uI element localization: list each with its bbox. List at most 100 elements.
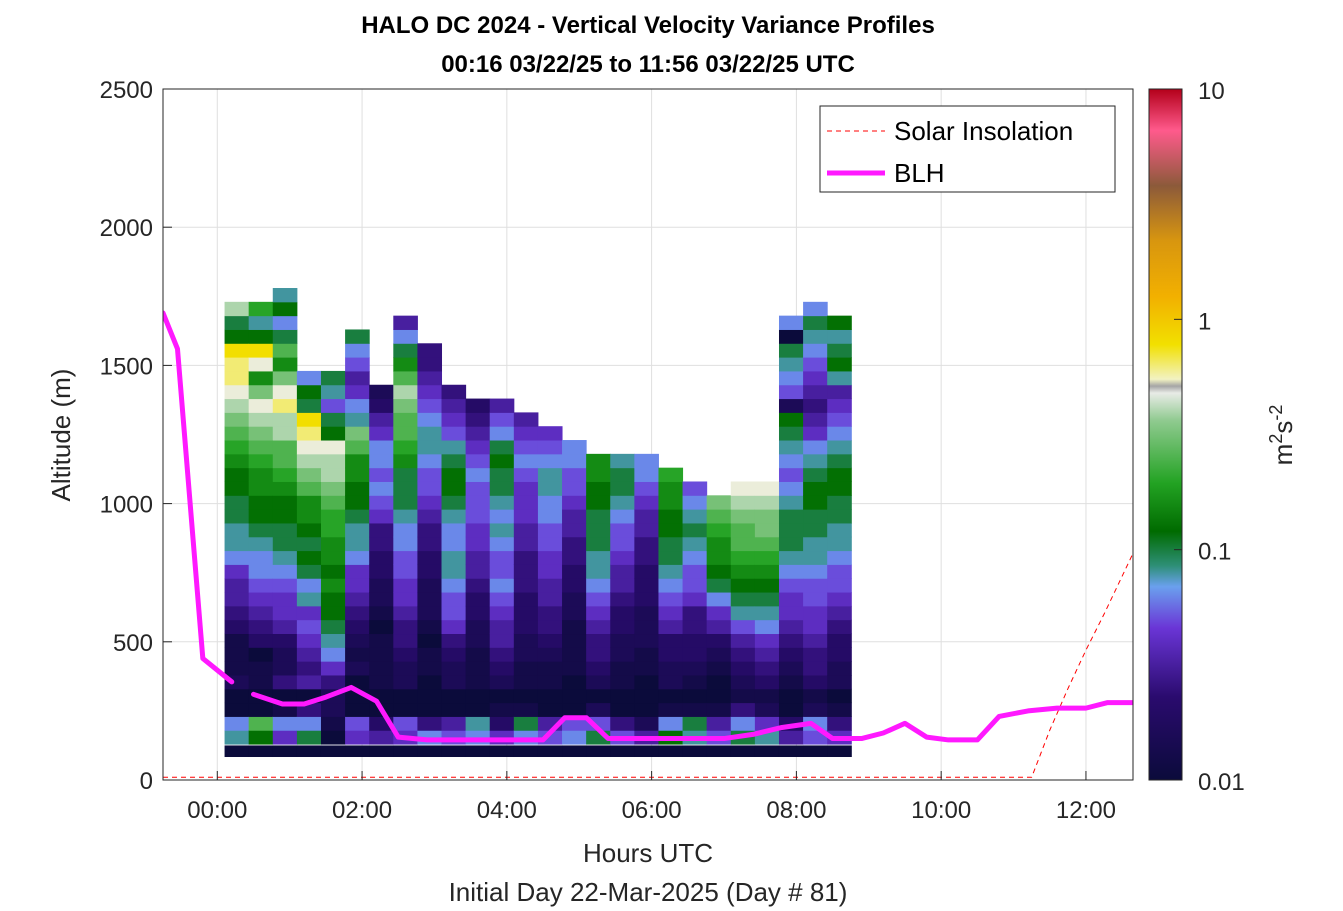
- heatmap-cell: [248, 564, 274, 579]
- heatmap-cell: [803, 605, 828, 621]
- heatmap-cell: [803, 647, 828, 662]
- heatmap-cell: [513, 467, 539, 482]
- heatmap-cell: [513, 564, 539, 579]
- heatmap-cell: [827, 467, 852, 482]
- heatmap-cell: [827, 647, 852, 662]
- x-tick-label: 12:00: [1056, 797, 1116, 824]
- heatmap-cell: [513, 509, 539, 524]
- heatmap-cell: [320, 522, 346, 538]
- heatmap-cell: [417, 661, 443, 676]
- heatmap-cell: [369, 578, 394, 593]
- heatmap-cell: [827, 315, 852, 330]
- heatmap-cell: [610, 495, 635, 510]
- heatmap-cell: [369, 674, 394, 690]
- heatmap-cell: [393, 716, 418, 731]
- heatmap-cell: [393, 633, 418, 648]
- heatmap-cell: [754, 481, 780, 496]
- heatmap-cell: [562, 661, 587, 676]
- heatmap-cell: [754, 661, 780, 676]
- heatmap-cell: [465, 661, 491, 676]
- heatmap-cell: [827, 633, 852, 648]
- heatmap-cell: [586, 509, 611, 524]
- heatmap-cell: [778, 661, 804, 676]
- heatmap-cell: [320, 633, 346, 648]
- heatmap-cell: [803, 343, 828, 358]
- heatmap-cell: [610, 605, 635, 621]
- heatmap-cell: [634, 536, 659, 552]
- heatmap-cell: [513, 578, 539, 593]
- heatmap-cell: [682, 619, 708, 635]
- heatmap-cell: [345, 745, 370, 758]
- heatmap-cell: [248, 384, 274, 400]
- heatmap-cell: [248, 329, 274, 344]
- heatmap-cell: [682, 509, 708, 524]
- heatmap-cell: [272, 357, 298, 372]
- heatmap-cell: [441, 467, 467, 482]
- heatmap-cell: [224, 481, 250, 496]
- heatmap-cell: [562, 688, 587, 704]
- heatmap-cell: [393, 495, 418, 510]
- colorbar-ticks: 0.01 0.1 1 10: [1174, 78, 1245, 796]
- heatmap-cell: [441, 745, 467, 758]
- heatmap-cell: [345, 716, 370, 731]
- heatmap-cell: [417, 578, 443, 593]
- heatmap-cell: [417, 398, 443, 413]
- heatmap-cell: [369, 426, 394, 441]
- heatmap-cell: [489, 440, 515, 455]
- heatmap-cell: [296, 453, 322, 469]
- heatmap-cell: [682, 522, 708, 538]
- x-tick-label: 06:00: [622, 797, 682, 824]
- heatmap-cell: [513, 495, 539, 510]
- heatmap-cell: [417, 481, 443, 496]
- heatmap-cell: [393, 702, 418, 717]
- colorbar-label-exp1: 2: [1266, 434, 1286, 444]
- heatmap-cell: [778, 605, 804, 621]
- heatmap-cell: [393, 398, 418, 413]
- heatmap-cell: [658, 495, 684, 510]
- heatmap-cell: [827, 674, 852, 690]
- heatmap-cell: [803, 661, 828, 676]
- heatmap-cell: [248, 536, 274, 552]
- heatmap-cell: [778, 592, 804, 607]
- heatmap-cell: [827, 329, 852, 344]
- heatmap-cell: [537, 745, 563, 758]
- heatmap-cell: [562, 605, 587, 621]
- heatmap-cell: [465, 702, 491, 717]
- heatmap-cell: [272, 716, 298, 731]
- heatmap-cell: [441, 426, 467, 441]
- heatmap-cell: [224, 536, 250, 552]
- heatmap-cell: [634, 453, 659, 469]
- heatmap-cell: [730, 647, 756, 662]
- heatmap-cell: [778, 495, 804, 510]
- heatmap-cell: [778, 426, 804, 441]
- heatmap-cell: [465, 605, 491, 621]
- heatmap-cell: [682, 605, 708, 621]
- heatmap-cell: [441, 633, 467, 648]
- heatmap-cell: [634, 509, 659, 524]
- heatmap-cell: [706, 674, 732, 690]
- heatmap-cell: [778, 619, 804, 635]
- heatmap-cell: [248, 495, 274, 510]
- heatmap-cell: [513, 453, 539, 469]
- colorbar-tick-label: 0.01: [1198, 769, 1245, 796]
- heatmap-cell: [296, 370, 322, 386]
- heatmap-cell: [272, 605, 298, 621]
- heatmap-cell: [706, 647, 732, 662]
- heatmap-cell: [369, 440, 394, 455]
- heatmap-cell: [417, 702, 443, 717]
- heatmap-cell: [778, 467, 804, 482]
- heatmap-cell: [706, 716, 732, 731]
- heatmap-cell: [393, 661, 418, 676]
- heatmap-cell: [827, 745, 852, 758]
- heatmap-cell: [562, 619, 587, 635]
- heatmap-cell: [296, 467, 322, 482]
- heatmap-cell: [754, 619, 780, 635]
- heatmap-cell: [778, 564, 804, 579]
- colorbar: 0.01 0.1 1 10 m2s-2: [1148, 78, 1298, 796]
- heatmap-cell: [803, 370, 828, 386]
- heatmap-cell: [489, 536, 515, 552]
- heatmap-cell: [658, 716, 684, 731]
- colorbar-label-mid: s: [1268, 421, 1298, 434]
- heatmap-cell: [465, 495, 491, 510]
- heatmap-cell: [441, 536, 467, 552]
